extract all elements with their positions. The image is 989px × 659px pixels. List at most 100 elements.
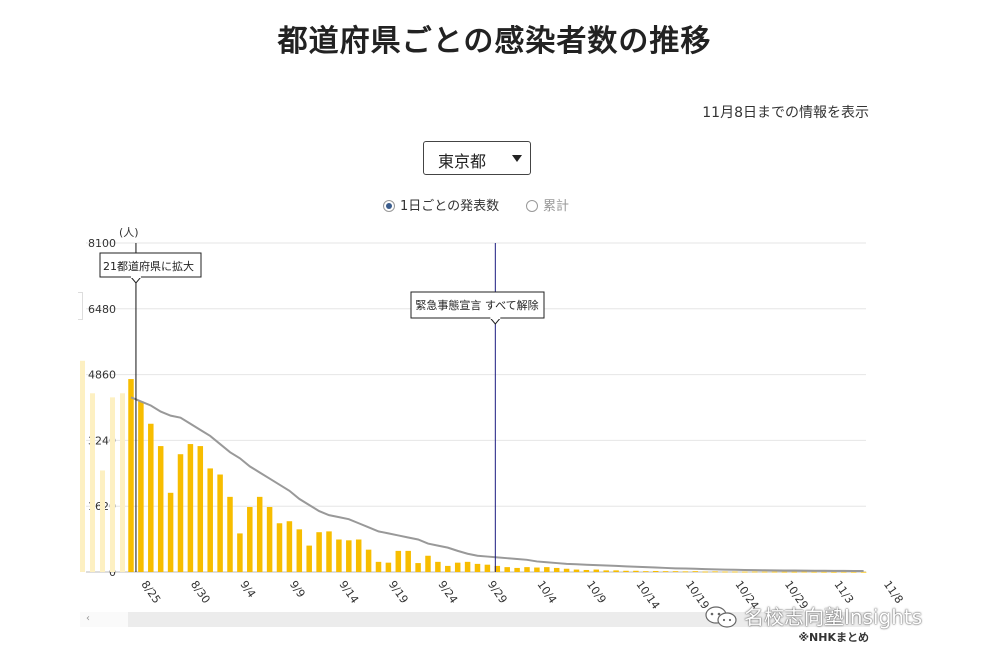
bar: [296, 529, 303, 572]
y-tick-label: 0: [109, 566, 116, 579]
faded-bar: [90, 393, 95, 572]
bar: [454, 562, 461, 572]
annotation-pointer-mask: [130, 276, 141, 278]
radio-daily-icon: [383, 200, 395, 212]
bar: [237, 533, 243, 572]
bar: [167, 492, 174, 572]
bar: [157, 446, 164, 572]
x-tick-label: 9/29: [485, 578, 510, 606]
bar: [702, 571, 708, 573]
bar: [781, 571, 788, 573]
bar: [435, 561, 441, 572]
radio-cumulative[interactable]: 累計: [526, 195, 569, 214]
watermark: 名校志向塾Insights: [704, 601, 922, 630]
bar: [514, 567, 520, 572]
bar: [672, 571, 679, 572]
annotation-box-expansion: [99, 252, 202, 278]
bar: [395, 550, 402, 572]
average-line: [130, 396, 864, 572]
y-tick-label: 4860: [88, 369, 116, 382]
bar: [831, 571, 837, 573]
bar: [326, 531, 332, 572]
bar: [761, 571, 768, 573]
bar: [573, 569, 580, 572]
bar: [643, 571, 649, 572]
bar: [742, 571, 748, 573]
bar: [464, 561, 471, 572]
bar: [662, 571, 669, 572]
bar: [266, 507, 273, 572]
chart-scrollbar[interactable]: ‹: [80, 612, 870, 627]
bar: [286, 521, 293, 572]
bar: [623, 570, 629, 572]
bar: [197, 446, 204, 572]
watermark-text: 名校志向塾Insights: [744, 605, 923, 629]
annotation-pointer-mask: [490, 317, 501, 319]
bar: [771, 571, 778, 573]
bar: [247, 507, 253, 572]
prefecture-select[interactable]: 東京都: [423, 141, 531, 175]
radio-daily-label: 1日ごとの発表数: [400, 199, 500, 214]
bar: [722, 571, 728, 573]
faded-bar: [120, 393, 125, 572]
bar: [801, 571, 807, 573]
x-tick-label: 9/19: [386, 578, 411, 606]
bar: [712, 571, 718, 573]
bar: [425, 555, 431, 572]
scroll-left-icon[interactable]: ‹: [86, 613, 90, 624]
x-tick-label: 9/14: [336, 578, 361, 606]
prefecture-select-value: 東京都: [438, 152, 487, 171]
x-tick-label: 9/9: [287, 578, 308, 600]
bar: [603, 570, 609, 572]
bar: [732, 571, 738, 573]
chevron-down-icon: [512, 155, 522, 162]
bar: [346, 540, 352, 572]
chart-scroll-thumb[interactable]: ‹: [80, 612, 128, 627]
x-tick-label: 10/4: [534, 578, 559, 606]
bar: [563, 568, 570, 572]
bar: [207, 468, 213, 572]
radio-daily[interactable]: 1日ごとの発表数: [383, 195, 499, 214]
chat-bubbles-icon: [705, 606, 737, 628]
bar: [227, 496, 233, 572]
y-tick-label: 6480: [88, 303, 116, 316]
bar: [534, 567, 540, 572]
annotation-label-lifted: 緊急事態宣言 すべて解除: [415, 298, 538, 312]
bar: [336, 539, 342, 572]
bar: [365, 549, 372, 572]
bar: [128, 379, 134, 572]
bar: [217, 474, 223, 572]
faded-bar: [100, 470, 105, 572]
bar: [583, 569, 590, 572]
radio-cumulative-icon: [526, 200, 538, 212]
bar: [544, 567, 550, 572]
faded-bar: [80, 360, 85, 572]
bar: [355, 539, 362, 572]
y-axis-unit: (人): [119, 226, 139, 239]
x-tick-label: 10/9: [584, 578, 609, 606]
bar: [860, 571, 867, 573]
x-tick-label: 9/4: [237, 578, 258, 600]
x-tick-label: 8/30: [188, 578, 213, 606]
bar: [445, 565, 451, 572]
annotation-label-expansion: 21都道府県に拡大: [103, 259, 194, 273]
bar: [187, 444, 194, 572]
faded-bar: [110, 397, 115, 572]
bar: [850, 571, 857, 573]
radio-cumulative-label: 累計: [543, 199, 570, 214]
bar: [811, 571, 817, 573]
bar: [791, 571, 798, 573]
bar: [316, 532, 322, 572]
bar: [405, 550, 411, 572]
y-tick-label: 8100: [88, 237, 116, 250]
bar: [692, 571, 699, 572]
side-tab-mark: [78, 292, 83, 320]
bar: [256, 496, 263, 572]
bar: [633, 570, 639, 572]
source-note: ※NHKまとめ: [798, 631, 869, 644]
x-tick-label: 8/25: [138, 578, 163, 606]
update-note: 11月8日までの情報を表示: [702, 105, 869, 121]
bar: [177, 454, 184, 572]
bar: [148, 423, 154, 572]
